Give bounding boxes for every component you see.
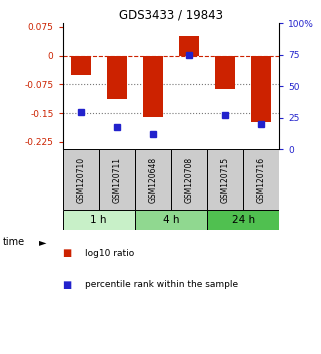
Text: ►: ► (39, 238, 46, 247)
Text: ■: ■ (63, 280, 72, 290)
Text: 1 h: 1 h (91, 215, 107, 225)
Text: GSM120715: GSM120715 (221, 156, 230, 202)
Bar (63, 210, 135, 230)
Bar (63, 149, 99, 210)
Text: 4 h: 4 h (163, 215, 179, 225)
Bar (143, 56, 163, 117)
Bar (107, 56, 127, 99)
Bar (243, 149, 279, 210)
Text: log10 ratio: log10 ratio (85, 249, 134, 258)
Bar (215, 56, 235, 89)
Text: GSM120648: GSM120648 (148, 156, 157, 202)
Text: GSM120711: GSM120711 (112, 156, 121, 202)
Text: GSM120708: GSM120708 (185, 156, 194, 202)
Bar (71, 56, 91, 75)
Bar (135, 210, 207, 230)
Text: time: time (3, 238, 25, 247)
Bar (135, 149, 171, 210)
Bar (207, 149, 243, 210)
Bar (99, 149, 135, 210)
Bar (251, 56, 271, 121)
Bar (179, 36, 199, 56)
Text: ■: ■ (63, 248, 72, 258)
Text: 24 h: 24 h (231, 215, 255, 225)
Text: percentile rank within the sample: percentile rank within the sample (85, 280, 238, 290)
Title: GDS3433 / 19843: GDS3433 / 19843 (119, 9, 223, 22)
Bar (171, 149, 207, 210)
Bar (207, 210, 279, 230)
Text: GSM120716: GSM120716 (257, 156, 266, 202)
Text: GSM120710: GSM120710 (76, 156, 85, 202)
